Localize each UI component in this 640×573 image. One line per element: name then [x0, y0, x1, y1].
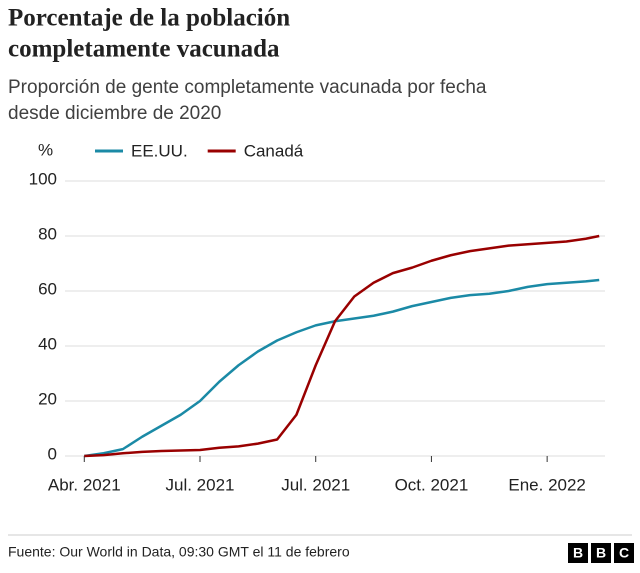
logo-box	[614, 543, 634, 563]
x-tick-label: Oct. 2021	[395, 475, 469, 494]
series-line	[84, 234, 600, 458]
legend-label: EE.UU.	[131, 141, 188, 160]
logo-box	[568, 543, 588, 563]
source: Fuente: Our World in Data, 09:30 GMT el …	[8, 544, 350, 560]
x-tick-label: Abr. 2021	[48, 475, 121, 494]
y-tick-label: 0	[48, 444, 57, 463]
x-tick-label: Jul. 2021	[281, 475, 350, 494]
x-tick-label: Ene. 2022	[508, 475, 586, 494]
y-tick-label: 80	[38, 224, 57, 243]
logo-letter: B	[573, 545, 583, 561]
logo-letter: B	[596, 545, 606, 561]
y-tick-label: 20	[38, 389, 57, 408]
series-line	[84, 278, 600, 458]
y-axis-label: %	[38, 140, 53, 159]
logo-letter: C	[619, 545, 629, 561]
chart-subtitle: Proporción de gente completamente vacuna…	[8, 77, 487, 98]
y-tick-label: 40	[38, 334, 57, 353]
legend-label: Canadá	[244, 141, 304, 160]
y-tick-label: 100	[29, 169, 57, 188]
chart-subtitle: desde diciembre de 2020	[8, 103, 221, 124]
x-tick-label: Jul. 2021	[166, 475, 235, 494]
chart-title: completamente vacunada	[8, 36, 280, 63]
chart-title: Porcentaje de la población	[8, 5, 290, 32]
y-tick-label: 60	[38, 279, 57, 298]
logo-box	[591, 543, 611, 563]
